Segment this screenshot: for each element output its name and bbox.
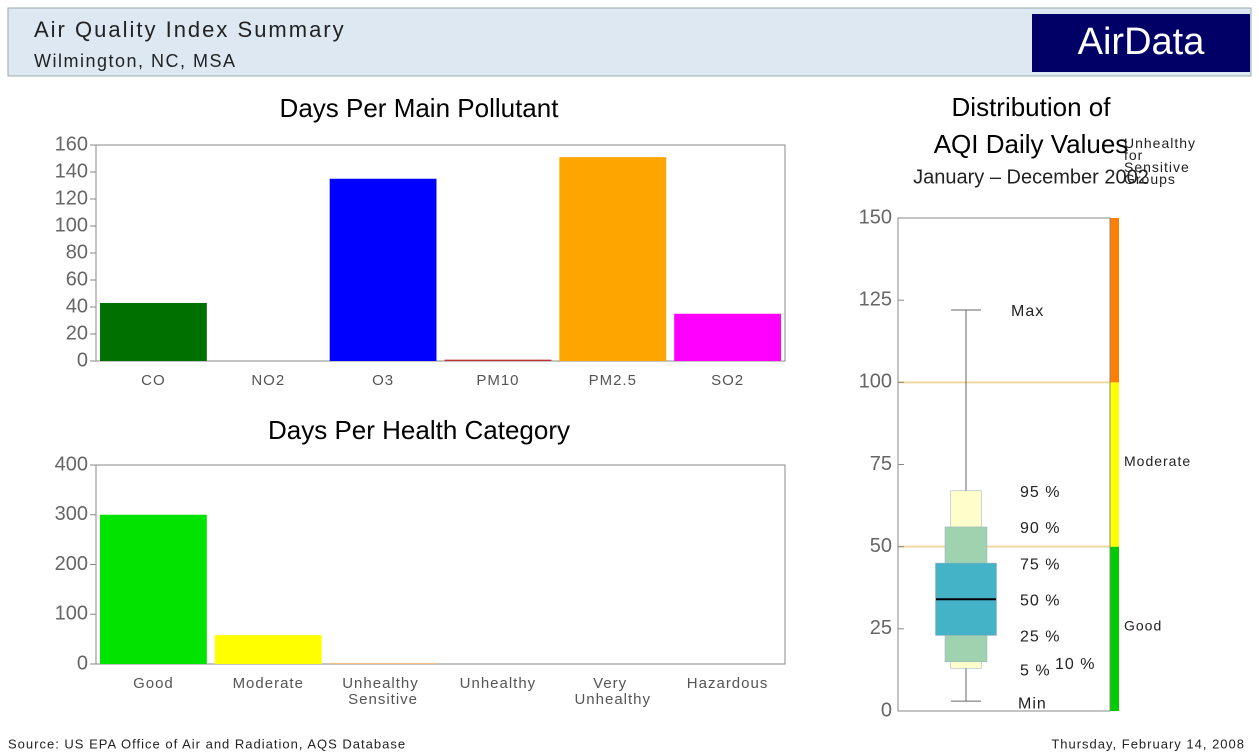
band-label: Good	[1124, 618, 1162, 634]
x-tick-label: Hazardous	[687, 675, 769, 692]
y-tick-label: 150	[859, 206, 892, 228]
y-tick-label: 20	[66, 322, 88, 344]
y-tick-label: 75	[870, 453, 892, 475]
logo: AirData	[1078, 21, 1206, 63]
plot-frame	[897, 217, 1111, 712]
bar	[329, 178, 437, 361]
y-tick-label: 25	[870, 617, 892, 639]
category-band	[1110, 546, 1119, 711]
y-tick-label: 0	[77, 349, 88, 371]
y-tick-label: 140	[55, 160, 88, 182]
percentile-label: 25 %	[1020, 629, 1060, 646]
x-tick-label: SO2	[711, 372, 744, 389]
y-tick-label: 400	[55, 453, 88, 475]
bar	[100, 514, 207, 664]
y-tick-label: 200	[55, 553, 88, 575]
bar	[674, 313, 781, 361]
x-tick-label: CO	[141, 372, 166, 389]
x-tick-label: Moderate	[233, 675, 304, 692]
y-tick-label: 0	[881, 699, 892, 721]
y-tick-label: 120	[55, 187, 88, 209]
band-label: Unhealthy for Sensitive Groups	[1124, 135, 1201, 187]
percentile-label: 5 %	[1020, 662, 1051, 679]
x-tick-label: PM2.5	[589, 372, 637, 389]
plot-frame	[95, 464, 786, 665]
x-tick-label: Good	[133, 675, 174, 692]
y-tick-label: 60	[66, 268, 88, 290]
chart-subtitle: January – December 2002	[913, 166, 1149, 188]
date: Thursday, February 14, 2008	[1051, 736, 1245, 751]
x-tick-label: Very Unhealthy	[574, 675, 651, 708]
logo-box	[1032, 14, 1250, 72]
bar	[444, 359, 552, 361]
category-band	[1110, 382, 1119, 547]
percentile-label: 75 %	[1020, 556, 1060, 573]
bar	[100, 302, 207, 361]
x-tick-label: Unhealthy	[460, 675, 537, 692]
y-tick-label: 0	[77, 652, 88, 674]
x-tick-label: NO2	[251, 372, 285, 389]
y-tick-label: 40	[66, 295, 88, 317]
header-title: Air Quality Index Summary	[34, 17, 346, 42]
percentile-label: 95 %	[1020, 484, 1060, 501]
band-label: Moderate	[1124, 453, 1191, 469]
chart-title: Days Per Main Pollutant	[280, 93, 560, 123]
y-tick-label: 300	[55, 503, 88, 525]
percentile-label: 90 %	[1020, 520, 1060, 537]
y-tick-label: 100	[859, 371, 892, 393]
x-tick-label: Unhealthy Sensitive	[342, 675, 424, 708]
y-tick-label: 100	[55, 214, 88, 236]
bar	[559, 157, 667, 361]
bar	[214, 635, 322, 664]
y-tick-label: 160	[55, 133, 88, 155]
plot-frame	[95, 144, 786, 362]
y-tick-label: 125	[859, 288, 892, 310]
y-tick-label: 100	[55, 603, 88, 625]
x-tick-label: PM10	[476, 372, 519, 389]
x-tick-label: O3	[372, 372, 394, 389]
chart-title: Days Per Health Category	[268, 415, 570, 445]
header-subtitle: Wilmington, NC, MSA	[34, 51, 237, 71]
chart-title: Distribution of AQI Daily Values	[934, 92, 1129, 159]
percentile-label: 10 %	[1055, 656, 1095, 673]
source: Source: US EPA Office of Air and Radiati…	[8, 736, 406, 751]
y-tick-label: 80	[66, 241, 88, 263]
category-band	[1110, 218, 1119, 383]
percentile-label: Min	[1018, 695, 1047, 712]
percentile-label: Max	[1011, 303, 1044, 320]
percentile-label: 50 %	[1020, 592, 1060, 609]
y-tick-label: 50	[870, 535, 892, 557]
